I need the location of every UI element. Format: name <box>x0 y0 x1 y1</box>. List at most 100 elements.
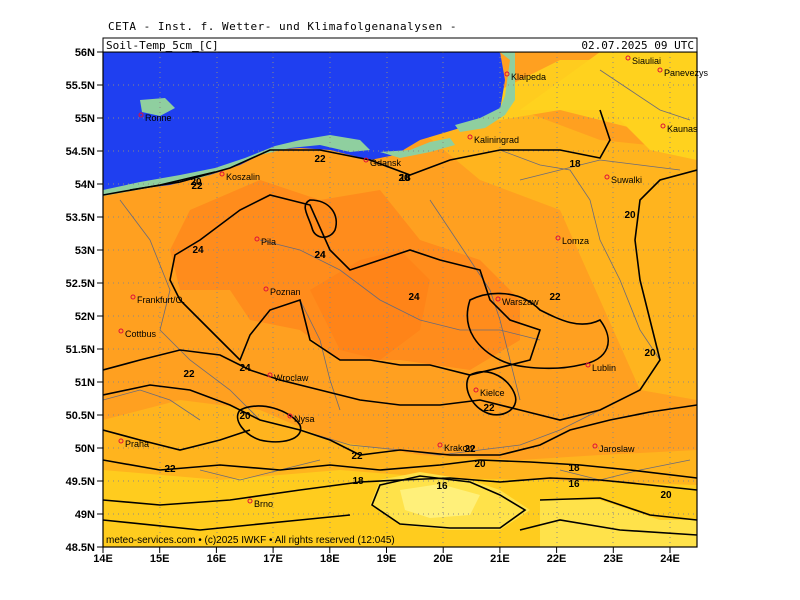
city-label: Kaliningrad <box>474 135 519 145</box>
city-label: Ronne <box>145 113 172 123</box>
city-marker <box>437 442 443 448</box>
vistula-lagoon <box>380 138 455 158</box>
lat-tick-label: 53N <box>75 245 95 257</box>
city-marker <box>592 443 598 449</box>
lat-tick-label: 56N <box>75 47 95 59</box>
isotherm-label: 20 <box>474 459 486 470</box>
city-marker <box>555 235 561 241</box>
city-label: Brno <box>254 499 273 509</box>
isotherm-label: 20 <box>660 490 672 501</box>
map-header-bar: Soil-Temp_5cm_[C] 02.07.2025 09 UTC <box>102 37 698 53</box>
isotherm-label: 22 <box>314 154 326 165</box>
city-label: Kielce <box>480 388 505 398</box>
city-marker <box>604 174 610 180</box>
lat-tick-label: 49.5N <box>66 476 95 488</box>
city-label: Wroclaw <box>274 373 309 383</box>
city-marker <box>585 362 591 368</box>
lat-tick-label: 51N <box>75 377 95 389</box>
bornholm-island <box>140 98 175 116</box>
city-marker <box>660 123 666 129</box>
temp-20-region <box>420 110 697 400</box>
city-marker <box>118 328 124 334</box>
city-marker <box>495 296 501 302</box>
city-label: Siauliai <box>632 56 661 66</box>
lon-tick-label: 21E <box>490 553 510 565</box>
lat-tick-label: 49N <box>75 509 95 521</box>
lon-tick-label: 24E <box>660 553 680 565</box>
city-marker <box>247 498 253 504</box>
lat-tick-label: 53.5N <box>66 212 95 224</box>
isotherm-label: 24 <box>239 363 251 374</box>
isotherm-label: 22 <box>351 451 363 462</box>
city-marker <box>263 286 269 292</box>
lon-tick-label: 18E <box>320 553 340 565</box>
lon-tick-label: 19E <box>377 553 397 565</box>
city-label: Krakow <box>444 443 475 453</box>
map-field <box>103 52 697 547</box>
city-label: Frankfurt/O. <box>137 295 185 305</box>
lat-tick-label: 54N <box>75 179 95 191</box>
lat-tick-label: 52N <box>75 311 95 323</box>
lat-tick-label: 52.5N <box>66 278 95 290</box>
city-marker <box>254 236 260 242</box>
city-label: Suwalki <box>611 175 642 185</box>
admin-borders <box>103 69 691 481</box>
lon-tick-label: 20E <box>433 553 453 565</box>
lat-tick-label: 50.5N <box>66 410 95 422</box>
lat-tick-label: 51.5N <box>66 344 95 356</box>
city-label: Cottbus <box>125 329 157 339</box>
lat-tick-label: 48.5N <box>66 542 95 554</box>
isotherm-label: 20 <box>190 177 202 188</box>
city-marker <box>287 413 293 419</box>
isotherm-label: 24 <box>192 245 204 256</box>
coast-strip <box>103 135 370 196</box>
isotherm-label: 22 <box>464 444 476 455</box>
isotherm-label: 20 <box>239 411 251 422</box>
lat-tick-label: 54.5N <box>66 146 95 158</box>
lon-tick-label: 16E <box>207 553 227 565</box>
city-marker <box>467 134 473 140</box>
lon-tick-label: 23E <box>604 553 624 565</box>
isotherms <box>103 109 697 536</box>
temp-14-tatra <box>400 484 480 518</box>
city-label: Klaipeda <box>511 72 546 82</box>
datetime-label: 02.07.2025 09 UTC <box>581 39 694 52</box>
copyright-footer: meteo-services.com • (c)2025 IWKF • All … <box>106 535 395 546</box>
latitude-axis: 56N 55.5N 55N 54.5N 54N 53.5N 53N 52.5N 52N 51.5N… <box>66 47 103 554</box>
city-marker <box>504 71 510 77</box>
city-label: Lublin <box>592 363 616 373</box>
lat-tick-label: 55.5N <box>66 80 95 92</box>
baltic-sea <box>103 52 505 195</box>
isotherm-label: 24 <box>408 292 420 303</box>
isotherm-label: 18 <box>352 476 364 487</box>
city-marker <box>657 67 663 73</box>
longitude-axis: 14E 15E 16E 17E 18E 19E 20E 21E 22E 23E 24E <box>93 547 680 565</box>
city-label: Gdansk <box>370 158 402 168</box>
graticule <box>103 52 697 547</box>
city-label: Koszalin <box>226 172 260 182</box>
city-label: Jaroslaw <box>599 444 635 454</box>
city-marker <box>473 387 479 393</box>
lat-tick-label: 55N <box>75 113 95 125</box>
city-marker <box>138 112 144 118</box>
city-marker <box>118 438 124 444</box>
city-label: Praha <box>125 439 149 449</box>
city-marker <box>625 55 631 61</box>
isotherm-label: 16 <box>436 481 448 492</box>
lon-tick-label: 14E <box>93 553 113 565</box>
city-label: Warszaw <box>502 297 539 307</box>
lon-tick-label: 15E <box>150 553 170 565</box>
isotherm-label: 20 <box>398 173 410 184</box>
city-label: Lomza <box>562 236 589 246</box>
lon-tick-label: 22E <box>547 553 567 565</box>
city-label: Pila <box>261 237 276 247</box>
city-label: Nysa <box>294 414 315 424</box>
city-marker <box>267 372 273 378</box>
isotherm-label: 22 <box>191 181 203 192</box>
isotherm-label: 22 <box>164 464 176 475</box>
isotherm-label: 20 <box>624 210 636 221</box>
temp-18-region-ne2 <box>520 52 697 160</box>
